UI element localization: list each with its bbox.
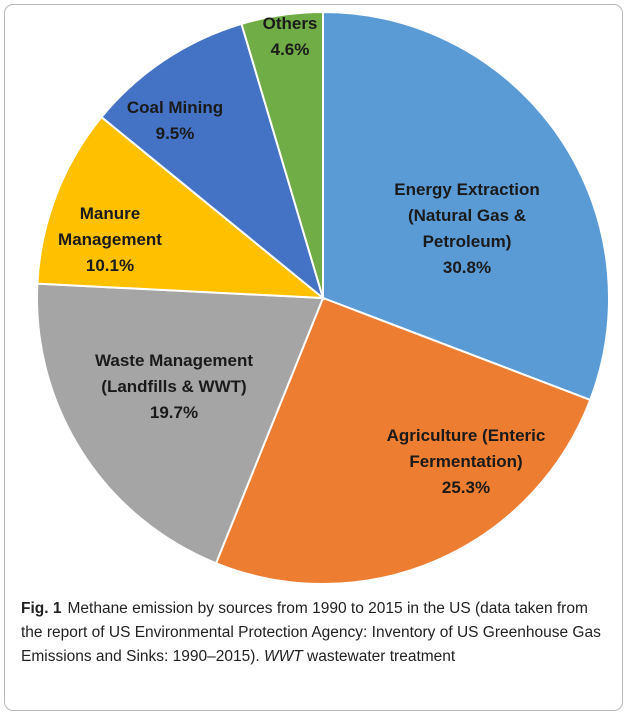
- pie-slice: [322, 10, 610, 402]
- category-label: Manure Management: [58, 204, 162, 249]
- value-label: 25.3%: [441, 478, 491, 497]
- pie-slice: [100, 22, 325, 301]
- chart: [36, 10, 610, 585]
- pie-slice: [240, 10, 324, 299]
- category-label: Coal Mining: [126, 98, 224, 117]
- pie-slice: [36, 115, 326, 300]
- slice-label: Energy Extraction (Natural Gas & Petrole…: [380, 177, 555, 281]
- caption-label: Fig. 1: [21, 600, 62, 617]
- value-label: 30.8%: [442, 258, 492, 277]
- figure-frame: [4, 4, 623, 711]
- pie-slice: [214, 296, 592, 585]
- slice-label: Waste Management (Landfills & WWT) 19.7%: [82, 348, 267, 426]
- caption-abbreviation: WWT: [263, 648, 303, 665]
- category-label: Others: [262, 14, 318, 33]
- slice-label: Others 4.6%: [255, 11, 325, 63]
- caption-text: Methane emission by sources from 1990 to…: [21, 600, 601, 665]
- slice-label: Manure Management 10.1%: [53, 201, 168, 279]
- value-label: 9.5%: [155, 124, 195, 143]
- slice-label: Coal Mining 9.5%: [120, 95, 230, 147]
- value-label: 19.7%: [149, 403, 199, 422]
- category-label: Energy Extraction (Natural Gas & Petrole…: [394, 180, 540, 251]
- value-label: 4.6%: [270, 40, 310, 59]
- category-label: Waste Management (Landfills & WWT): [94, 351, 254, 396]
- caption-abbreviation-text: wastewater treatment: [307, 648, 456, 665]
- pie-slice: [36, 282, 325, 565]
- caption: Fig. 1 Methane emission by sources from 1…: [21, 597, 613, 669]
- slice-label: Agriculture (Enteric Fermentation) 25.3%: [374, 423, 559, 501]
- category-label: Agriculture (Enteric Fermentation): [386, 426, 546, 471]
- value-label: 10.1%: [85, 256, 135, 275]
